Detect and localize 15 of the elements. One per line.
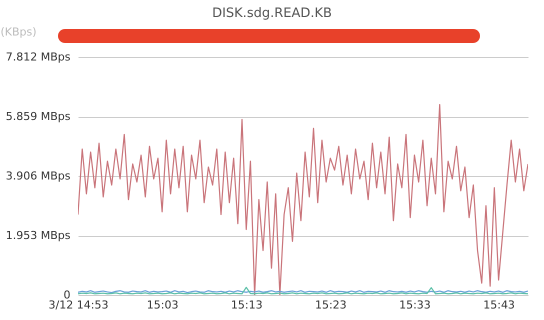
line-series [78, 104, 528, 295]
chart-title: DISK.sdg.READ.KB [212, 6, 332, 21]
x-tick-label: 15:13 [230, 298, 263, 312]
y-tick-label: 7.812 MBps [6, 50, 71, 64]
x-tick-label: 15:03 [146, 298, 178, 312]
x-tick-label: 3/12 14:53 [48, 298, 108, 312]
x-tick-label: 15:43 [483, 298, 515, 312]
line-series [78, 286, 528, 294]
y-tick-label: 3.906 MBps [6, 170, 71, 182]
y-tick-label: 5.859 MBps [6, 110, 71, 123]
y-axis-title: (KBps) [0, 26, 37, 38]
y-tick-label: 1.953 MBps [6, 229, 71, 242]
x-tick-label: 15:33 [399, 298, 431, 312]
y-tick-label: 0 [64, 288, 70, 302]
x-tick-label: 15:23 [314, 298, 347, 312]
